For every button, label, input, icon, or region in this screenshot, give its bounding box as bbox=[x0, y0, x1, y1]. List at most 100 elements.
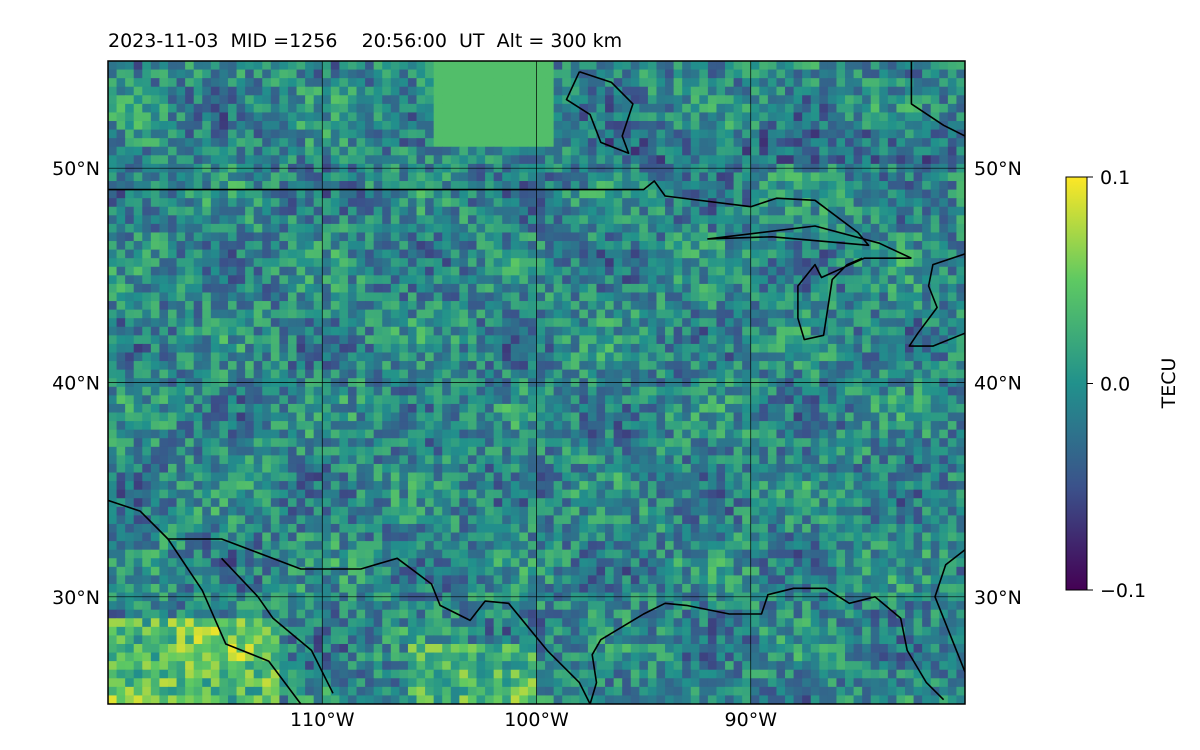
tec-cell bbox=[167, 155, 178, 165]
tec-cell bbox=[459, 78, 469, 88]
tec-cell bbox=[322, 146, 332, 156]
tec-cell bbox=[510, 223, 520, 234]
tec-cell bbox=[596, 446, 606, 456]
tec-cell bbox=[116, 301, 126, 311]
tec-cell bbox=[442, 292, 452, 302]
tec-cell bbox=[227, 369, 238, 379]
tec-cell bbox=[116, 283, 126, 294]
tec-cell bbox=[347, 301, 358, 311]
tec-cell bbox=[939, 283, 949, 294]
tec-cell bbox=[759, 69, 769, 79]
tec-cell bbox=[142, 463, 152, 474]
tec-cell bbox=[707, 172, 718, 182]
tec-cell bbox=[922, 103, 932, 114]
tec-cell bbox=[305, 155, 315, 165]
tec-cell bbox=[108, 472, 118, 482]
tec-cell bbox=[373, 61, 383, 71]
tec-cell bbox=[922, 61, 932, 71]
tec-cell bbox=[887, 206, 898, 216]
tec-cell bbox=[896, 429, 906, 439]
tec-cell bbox=[862, 395, 872, 405]
tec-cell bbox=[613, 112, 623, 122]
tec-cell bbox=[827, 403, 838, 414]
tec-cell bbox=[767, 318, 778, 328]
tec-cell bbox=[270, 446, 280, 456]
tec-cell bbox=[622, 421, 632, 431]
tec-cell bbox=[322, 266, 332, 276]
tec-cell bbox=[313, 258, 323, 268]
tec-cell bbox=[108, 352, 118, 362]
tec-cell bbox=[802, 258, 812, 268]
tec-cell bbox=[476, 463, 486, 474]
tec-cell bbox=[485, 86, 495, 96]
tec-cell bbox=[150, 361, 161, 371]
tec-cell bbox=[716, 95, 726, 105]
tec-cell bbox=[390, 292, 400, 302]
tec-cell bbox=[279, 95, 289, 105]
tec-cell bbox=[373, 232, 383, 242]
tec-cell bbox=[905, 361, 915, 371]
tec-cell bbox=[947, 438, 958, 448]
tec-cell bbox=[802, 189, 812, 199]
tec-cell bbox=[527, 463, 538, 474]
tec-cell bbox=[219, 472, 229, 482]
tec-cell bbox=[108, 463, 118, 474]
tec-cell bbox=[416, 198, 426, 208]
tec-cell bbox=[956, 146, 965, 156]
tec-cell bbox=[853, 326, 863, 336]
tec-cell bbox=[562, 421, 572, 431]
tec-cell bbox=[459, 301, 469, 311]
tec-cell bbox=[562, 463, 572, 474]
tec-cell bbox=[493, 249, 503, 259]
tec-cell bbox=[108, 309, 118, 319]
tec-cell bbox=[142, 412, 152, 422]
tec-cell bbox=[253, 455, 263, 465]
tec-cell bbox=[956, 455, 965, 465]
tec-cell bbox=[673, 386, 683, 396]
tec-cell bbox=[493, 283, 503, 294]
tec-cell bbox=[802, 206, 812, 216]
tec-cell bbox=[870, 309, 880, 319]
tec-cell bbox=[862, 223, 872, 234]
tec-cell bbox=[399, 283, 409, 294]
tec-cell bbox=[270, 95, 280, 105]
tec-cell bbox=[896, 369, 906, 379]
tec-cell bbox=[845, 232, 855, 242]
tec-cell bbox=[356, 112, 366, 122]
tec-cell bbox=[922, 318, 932, 328]
tec-cell bbox=[896, 352, 906, 362]
tec-cell bbox=[896, 403, 906, 414]
tec-cell bbox=[159, 318, 169, 328]
tec-cell bbox=[647, 232, 658, 242]
tec-cell bbox=[647, 189, 658, 199]
tec-cell bbox=[125, 198, 135, 208]
tec-cell bbox=[733, 283, 743, 294]
tec-cell bbox=[330, 95, 340, 105]
tec-cell bbox=[399, 69, 409, 79]
tec-cell bbox=[296, 395, 306, 405]
tec-cell bbox=[425, 455, 435, 465]
tec-cell bbox=[442, 129, 452, 139]
tec-cell bbox=[373, 103, 383, 114]
tec-cell bbox=[596, 318, 606, 328]
tec-cell bbox=[356, 412, 366, 422]
tec-cell bbox=[227, 112, 238, 122]
tec-cell bbox=[613, 129, 623, 139]
tec-cell bbox=[416, 429, 426, 439]
tec-cell bbox=[725, 318, 735, 328]
tec-cell bbox=[570, 266, 580, 276]
tec-cell bbox=[270, 326, 280, 336]
tec-cell bbox=[913, 421, 923, 431]
tec-cell bbox=[459, 283, 469, 294]
tec-cell bbox=[485, 309, 495, 319]
tec-cell bbox=[810, 292, 820, 302]
tec-cell bbox=[750, 395, 760, 405]
tec-cell bbox=[545, 121, 555, 131]
tec-cell bbox=[587, 283, 598, 294]
tec-cell bbox=[125, 138, 135, 148]
tec-cell bbox=[630, 292, 640, 302]
tec-cell bbox=[339, 421, 349, 431]
tec-cell bbox=[750, 343, 760, 354]
tec-cell bbox=[407, 395, 418, 405]
tec-cell bbox=[699, 206, 709, 216]
